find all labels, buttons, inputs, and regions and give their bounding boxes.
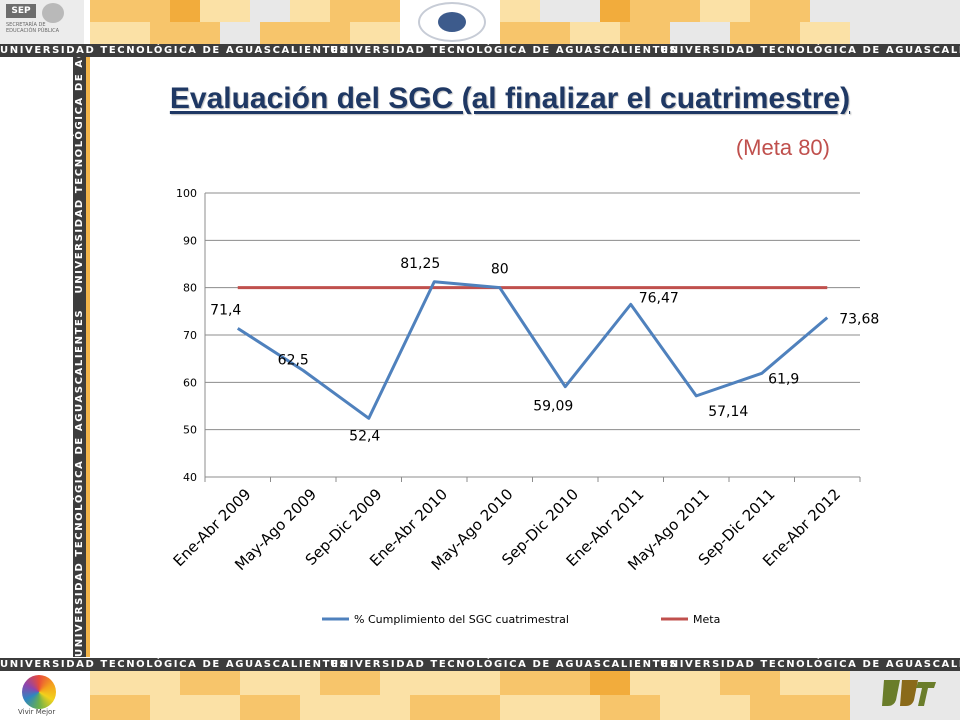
decorative-tile (150, 695, 240, 720)
decorative-tile (620, 22, 670, 44)
series-line-cumplimiento (236, 280, 829, 420)
page-subtitle: (Meta 80) (735, 135, 830, 160)
decorative-tile (590, 671, 630, 695)
data-label: 81,25 (400, 256, 440, 272)
mexico-emblem-icon (42, 3, 64, 23)
page-title: Evaluación del SGC (al finalizar el cuat… (169, 82, 851, 115)
decorative-tile (200, 0, 250, 22)
data-label: 52,4 (349, 428, 380, 444)
bottom-banner-text-1: UNIVERSIDAD TECNOLÓGICA DE AGUASCALIENTE… (0, 659, 349, 670)
bottom-footer (0, 671, 960, 720)
university-seal-center (438, 12, 466, 32)
sep-logo: SEP (6, 4, 36, 18)
decorative-tile (850, 0, 960, 44)
decorative-tile (600, 695, 660, 720)
banner-text-1: UNIVERSIDAD TECNOLÓGICA DE AGUASCALIENTE… (0, 45, 349, 56)
y-tick-label: 80 (183, 282, 197, 295)
data-label: 73,68 (839, 312, 879, 328)
decorative-tile (320, 671, 380, 695)
decorative-tile (90, 671, 180, 695)
top-university-banner: UNIVERSIDAD TECNOLÓGICA DE AGUASCALIENTE… (0, 44, 960, 57)
decorative-tile (260, 22, 350, 44)
decorative-tile (810, 0, 850, 22)
decorative-tile (150, 22, 220, 44)
decorative-tile (500, 695, 600, 720)
decorative-tile (800, 22, 850, 44)
decorative-tile (240, 695, 300, 720)
decorative-tile (500, 22, 570, 44)
decorative-tile (500, 0, 540, 22)
xx-anniversary-logo-icon (882, 680, 936, 706)
sep-subtext: SECRETARÍA DE EDUCACIÓN PÚBLICA (6, 22, 60, 34)
decorative-tile (750, 0, 810, 22)
data-label: 71,4 (210, 302, 241, 318)
decorative-tile (750, 695, 850, 720)
data-label: 76,47 (639, 290, 679, 306)
sep-logo-block: SEP SECRETARÍA DE EDUCACIÓN PÚBLICA (0, 0, 84, 44)
decorative-tile (300, 695, 410, 720)
y-axis-tick-labels: 40 50 60 70 80 90 100 (176, 187, 197, 484)
data-labels: 71,4 62,5 52,4 81,25 80 59,09 76,47 57,14 61,9 73… (210, 256, 879, 445)
y-tick-label: 70 (183, 329, 197, 342)
decorative-tile (180, 671, 240, 695)
bottom-banner-text-3: UNIVERSIDAD TECNOLÓGICA DE AGUASCALIENTE… (660, 659, 960, 670)
decorative-tile (700, 0, 750, 22)
decorative-tile (170, 0, 200, 22)
decorative-tile (540, 0, 600, 22)
decorative-tile (330, 0, 400, 22)
decorative-tile (730, 22, 800, 44)
chart-series (236, 280, 829, 420)
university-seal-icon (418, 2, 486, 42)
decorative-tile (500, 671, 590, 695)
bottom-university-banner: UNIVERSIDAD TECNOLÓGICA DE AGUASCALIENTE… (0, 658, 960, 671)
banner-text-3: UNIVERSIDAD TECNOLÓGICA DE AGUASCALIENTE… (660, 45, 960, 56)
vertical-university-banner: UNIVERSIDAD TECNOLÓGICA DE AGUASCALIENTE… (73, 57, 86, 657)
data-label: 59,09 (533, 399, 573, 415)
y-tick-label: 60 (183, 376, 197, 389)
decorative-tile (720, 671, 780, 695)
decorative-tile (90, 695, 150, 720)
data-label: 80 (491, 262, 509, 278)
decorative-tile (220, 22, 260, 44)
legend-label: % Cumplimiento del SGC cuatrimestral (354, 613, 569, 626)
y-tick-label: 90 (183, 234, 197, 247)
decorative-tile (780, 671, 850, 695)
data-label: 62,5 (278, 353, 309, 369)
chart-legend: % Cumplimiento del SGC cuatrimestral Meta (322, 613, 720, 626)
vivir-mejor-label: Vivir Mejor (18, 708, 56, 716)
decorative-tile (90, 0, 170, 22)
bottom-banner-text-2: UNIVERSIDAD TECNOLÓGICA DE AGUASCALIENTE… (330, 659, 679, 670)
decorative-tile (350, 22, 400, 44)
decorative-tile (630, 671, 720, 695)
decorative-tile (600, 0, 630, 22)
data-label: 61,9 (768, 371, 799, 387)
decorative-tile (670, 22, 730, 44)
decorative-tile (380, 671, 500, 695)
decorative-tile (570, 22, 620, 44)
decorative-tile (630, 0, 700, 22)
decorative-tile (290, 0, 330, 22)
y-tick-label: 50 (183, 424, 197, 437)
vivir-mejor-logo-icon (22, 675, 56, 709)
decorative-tile (250, 0, 290, 22)
decorative-tile (410, 695, 500, 720)
top-header: SEP SECRETARÍA DE EDUCACIÓN PÚBLICA (0, 0, 960, 44)
decorative-tile (240, 671, 320, 695)
y-tick-label: 40 (183, 471, 197, 484)
data-label: 57,14 (708, 404, 748, 420)
legend-label: Meta (693, 613, 720, 626)
decorative-tile (660, 695, 750, 720)
banner-text-2: UNIVERSIDAD TECNOLÓGICA DE AGUASCALIENTE… (330, 45, 679, 56)
left-accent-stripe (86, 57, 90, 657)
decorative-tile (90, 22, 150, 44)
y-tick-label: 100 (176, 187, 197, 200)
